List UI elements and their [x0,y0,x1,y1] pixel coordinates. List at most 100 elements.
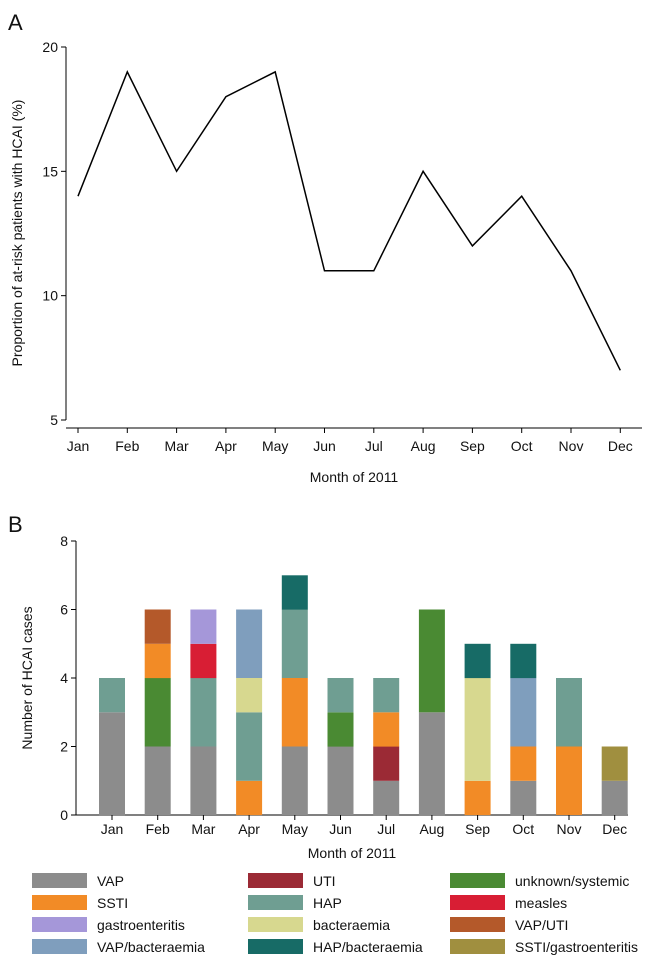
bar-segment [327,746,354,815]
x-tick-label: Oct [511,438,533,454]
legend-label: VAP/UTI [515,917,568,933]
bar-segment [327,678,354,713]
bar-segment [510,643,537,679]
x-tick-label: May [282,821,308,837]
x-tick-label: Apr [238,821,260,837]
bar-segment [373,780,400,816]
x-tick-label: Sep [465,821,490,837]
x-axis-title: Month of 2011 [310,469,399,485]
x-tick-label: Jun [313,438,336,454]
x-tick-label: Mar [191,821,215,837]
panel-label-a: A [8,10,23,35]
x-tick-label: Dec [602,821,627,837]
x-tick-label: Feb [146,821,170,837]
x-tick-label: May [262,438,288,454]
bar-segment [601,780,628,816]
bar-segment [99,678,125,713]
line-chart-panel: 5 10 15 20 Jan Feb Mar Apr May Jun Jul Aug Sep Oct Nov… [9,39,642,485]
bar-segment [418,712,445,816]
y-tick-label: 2 [60,739,68,755]
x-tick-label: Jan [101,821,124,837]
x-tick-label: Jul [365,438,383,454]
legend-swatch [248,939,303,954]
y-tick-label: 5 [50,412,58,428]
bar-segment [190,678,217,747]
bar-segment [190,609,217,644]
bar-segment [510,780,537,816]
legend-swatch [32,873,87,888]
series-line [77,70,621,371]
legend-label: unknown/systemic [515,873,629,889]
bar-segment [190,643,217,679]
legend-label: HAP [313,895,342,911]
legend-swatch [32,917,87,932]
y-axis-title: Proportion of at-risk patients with HCAI… [9,100,25,367]
legend-swatch [32,895,87,910]
bar-segment [144,746,171,815]
bar-segment [281,746,308,815]
x-tick-label: Jan [67,438,90,454]
y-axis-title: Number of HCAI cases [19,606,35,749]
y-tick-label: 20 [42,39,58,55]
x-tick-label: Nov [559,438,584,454]
x-tick-label: Aug [411,438,436,454]
y-tick-label: 10 [42,288,58,304]
legend-label: VAP [97,873,124,889]
y-tick-label: 0 [60,807,68,823]
y-tick-label: 15 [42,163,58,179]
legend-swatch [450,873,505,888]
legend-swatch [450,895,505,910]
x-tick-label: Nov [557,821,582,837]
y-tick-label: 4 [60,670,68,686]
legend-swatch [248,917,303,932]
legend-label: measles [515,895,567,911]
legend-swatch [450,917,505,932]
legend-label: gastroenteritis [97,917,185,933]
bar-segment [373,746,400,781]
bar-segment [556,746,582,815]
legend-swatch [450,939,505,954]
bar-segment [236,609,263,678]
legend-label: UTI [313,873,336,889]
x-tick-label: Jul [377,821,395,837]
x-tick-label: Mar [165,438,189,454]
bar-segment [556,678,582,747]
bar-segment [418,609,445,713]
bar-segment [464,678,491,781]
stacked-bar-chart-panel: 0 2 4 6 8 Jan Feb Mar Apr May Jun Jul Aug Sep Oct Nov De… [19,533,628,861]
bar-segment [99,712,125,816]
bar-segment [510,678,537,747]
legend-label: SSTI/gastroenteritis [515,939,638,955]
x-tick-label: Jun [329,821,352,837]
bar-segment [373,712,400,747]
x-tick-label: Sep [460,438,485,454]
bar-segment [190,746,217,815]
x-tick-label: Aug [419,821,444,837]
chart-legend: VAP UTI unknown/systemic SSTI HAP measles gast… [32,873,638,955]
bar-segment [510,746,537,781]
legend-swatch [32,939,87,954]
bar-segment [144,609,171,644]
bar-segment [327,712,354,747]
x-axis-title: Month of 2011 [308,845,397,861]
bar-segment [144,643,171,679]
bar-segment [464,643,491,679]
bar-segment [464,780,491,816]
bar-segment [281,609,308,678]
bar-segment [236,712,263,781]
x-tick-label: Oct [512,821,534,837]
x-tick-label: Dec [608,438,633,454]
legend-label: SSTI [97,895,128,911]
bar-segment [281,575,308,610]
y-tick-label: 6 [60,602,68,618]
x-tick-label: Apr [215,438,237,454]
bar-segment [601,746,628,781]
legend-label: VAP/bacteraemia [97,939,205,955]
legend-label: HAP/bacteraemia [313,939,423,955]
bar-segment [236,780,263,816]
legend-swatch [248,895,303,910]
x-tick-label: Feb [115,438,139,454]
bar-segment [144,678,171,747]
legend-label: bacteraemia [313,917,390,933]
